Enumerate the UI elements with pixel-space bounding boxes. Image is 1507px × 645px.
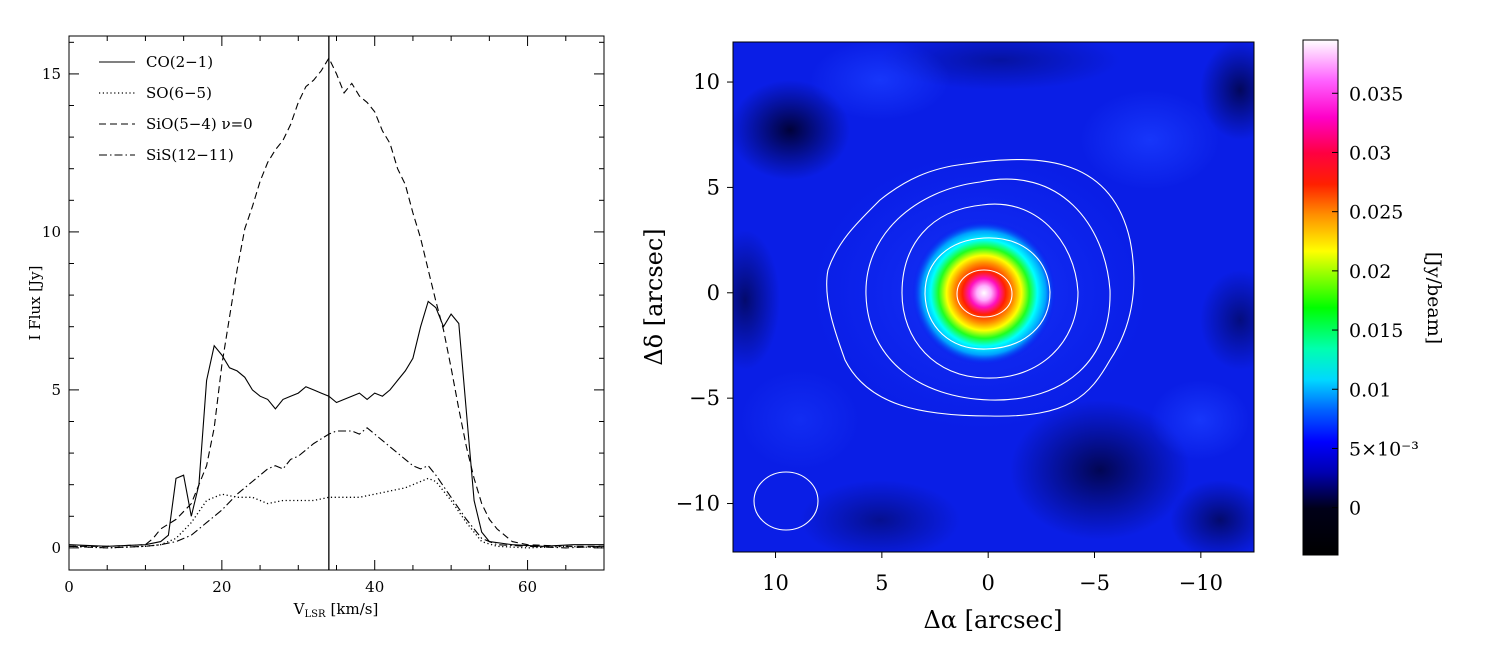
spectrum-axis-ticks: [68, 36, 605, 570]
x-label-subscript: LSR: [305, 609, 326, 620]
beam-ellipse: [753, 471, 819, 531]
contours: [753, 159, 1135, 531]
map-y-tick-label: 0: [707, 281, 720, 305]
intensity-map-panel: 10 5 0 −5 −10 10 5 0 −5 −10 Δα [arcsec] Δδ [arcse…: [640, 39, 1445, 634]
x-tick-label: 20: [212, 578, 231, 596]
y-tick-label: 15: [42, 65, 61, 83]
y-tick-label: 5: [51, 381, 61, 399]
map-x-tick-label: 10: [762, 571, 789, 595]
series-line: [69, 56, 604, 547]
legend-label: SiS(12−11): [146, 146, 234, 164]
map-y-tick-label: 10: [693, 70, 720, 94]
y-tick-label: 10: [42, 223, 61, 241]
map-y-tick-label: 5: [707, 175, 720, 199]
colorbar: [1302, 39, 1339, 556]
colorbar-tick-label: 0.015: [1349, 320, 1403, 342]
spectrum-y-axis-label: I Flux [Jy]: [26, 266, 44, 341]
contour-level-4: [865, 178, 1111, 401]
map-x-tick-label: 5: [875, 571, 888, 595]
series-line: [69, 477, 604, 549]
contour-level-5: [826, 159, 1135, 417]
colorbar-tick-label: 0.02: [1349, 261, 1391, 283]
legend-label: SO(6−5): [146, 84, 212, 102]
spectrum-legend: CO(2−1) SO(6−5) SiO(5−4) ν=0 SiS(12−11): [99, 53, 253, 164]
source-emission: [912, 221, 1056, 365]
x-tick-label: 40: [365, 578, 384, 596]
map-axis-ticks: [727, 81, 1202, 558]
colorbar-tick-label: 0.035: [1349, 83, 1403, 105]
colorbar-label: [Jy/beam]: [1423, 252, 1445, 344]
x-label-main: V: [293, 600, 306, 618]
map-y-tick-label: −5: [689, 386, 720, 410]
legend-label: CO(2−1): [146, 53, 213, 71]
map-x-tick-label: 0: [981, 571, 994, 595]
map-x-tick-label: −5: [1079, 571, 1110, 595]
colorbar-tick-label: 0.01: [1349, 379, 1391, 401]
x-tick-label: 60: [518, 578, 537, 596]
x-tick-label: 0: [64, 578, 74, 596]
x-label-unit: [km/s]: [331, 600, 379, 618]
colorbar-tick-label: 0.025: [1349, 202, 1403, 224]
contour-level-1: [956, 269, 1013, 318]
colorbar-ticks: [1332, 92, 1338, 509]
colorbar-tick-label: 5×10⁻³: [1349, 438, 1419, 460]
colorbar-tick-label: 0: [1349, 498, 1361, 520]
map-x-tick-label: −10: [1179, 571, 1223, 595]
y-tick-label: 0: [51, 539, 61, 557]
map-plot-frame: [732, 41, 1255, 553]
spectrum-x-axis-label: VLSR [km/s]: [293, 600, 379, 620]
series-line: [69, 300, 604, 547]
spectrum-tick-labels: 0 20 40 60 0 5 10 15: [42, 65, 537, 596]
colorbar-tick-label: 0.03: [1349, 142, 1391, 164]
spectrum-panel: 0 20 40 60 0 5 10 15 I Flux [Jy] VLSR [km/s] CO(…: [26, 35, 605, 620]
colorbar-tick-labels: 0 5×10⁻³ 0.01 0.015 0.02 0.025 0.03 0.035: [1349, 83, 1419, 519]
intensity-map-image: [733, 42, 1254, 552]
legend-label: SiO(5−4) ν=0: [146, 115, 253, 133]
series-line: [69, 427, 604, 549]
contour-level-2: [924, 237, 1051, 350]
map-tick-labels: 10 5 0 −5 −10 10 5 0 −5 −10: [676, 70, 1223, 595]
contour-level-3: [901, 203, 1079, 379]
map-y-tick-label: −10: [676, 492, 720, 516]
map-x-axis-label: Δα [arcsec]: [923, 606, 1062, 634]
map-y-axis-label: Δδ [arcsec]: [640, 228, 668, 365]
